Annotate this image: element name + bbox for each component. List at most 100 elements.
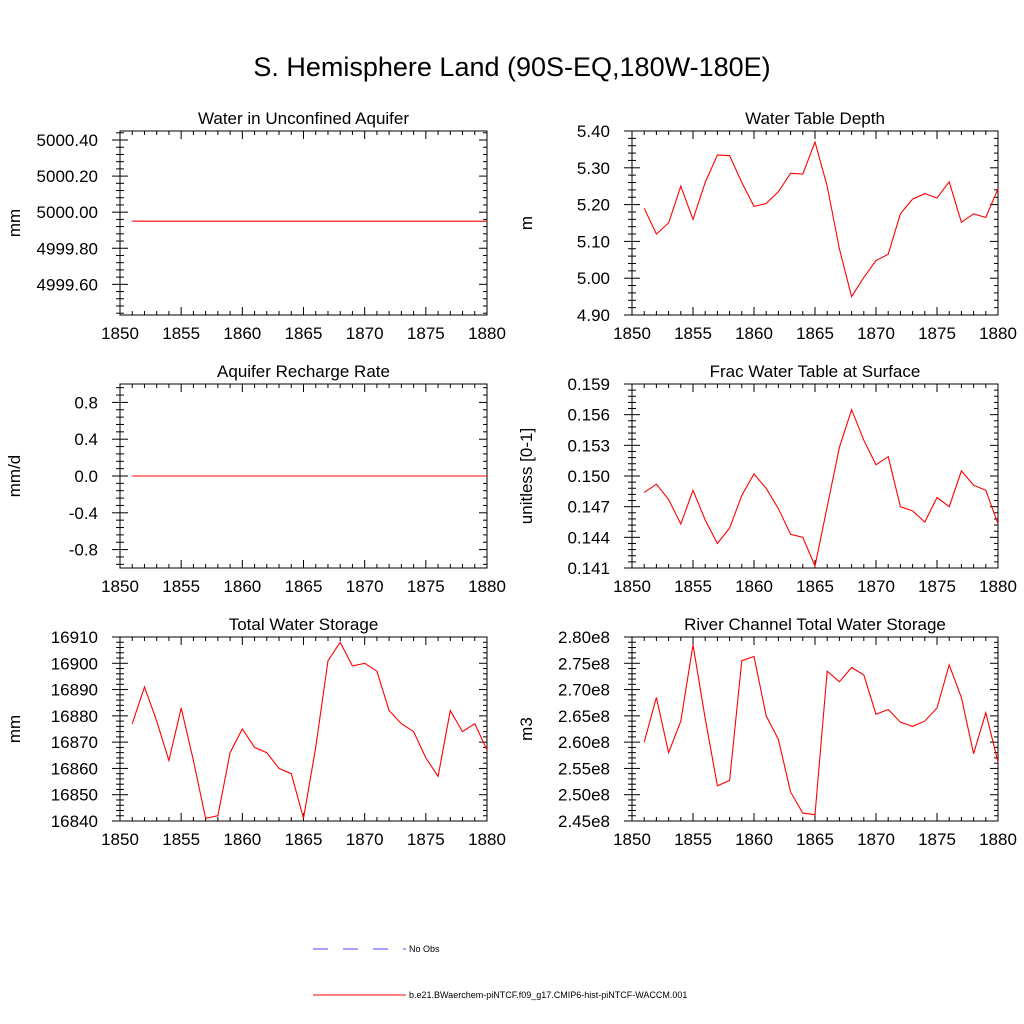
legend-label-no-obs: No Obs bbox=[409, 944, 440, 954]
chart-panel-1: Water in Unconfined Aquifer mm 1850 1855 186… bbox=[5, 109, 506, 343]
x-tick-label: 1870 bbox=[346, 577, 384, 596]
y-tick-label: 0.144 bbox=[567, 528, 610, 547]
series-line bbox=[643, 644, 999, 816]
x-tick-label: 1850 bbox=[613, 324, 651, 343]
x-tick-label: 1880 bbox=[979, 324, 1017, 343]
y-axis-label: mm/d bbox=[5, 455, 24, 498]
x-tick-label: 1865 bbox=[796, 830, 834, 849]
y-tick-label: 0.147 bbox=[567, 498, 610, 517]
x-tick-label: 1850 bbox=[101, 830, 139, 849]
y-tick-label: 0.159 bbox=[567, 375, 610, 394]
y-tick-label: 16850 bbox=[51, 786, 98, 805]
series-line bbox=[643, 407, 999, 568]
y-tick-label: 16900 bbox=[51, 654, 98, 673]
y-tick-label: 2.50e8 bbox=[558, 786, 610, 805]
y-tick-label: 2.45e8 bbox=[558, 812, 610, 831]
chart-panel-4: Frac Water Table at Surface unitless [0-1… bbox=[517, 362, 1017, 596]
y-tick-label: 4.90 bbox=[577, 306, 610, 325]
series-line bbox=[643, 140, 999, 298]
panel-title: River Channel Total Water Storage bbox=[684, 615, 946, 634]
y-tick-label: 5000.20 bbox=[37, 167, 98, 186]
panel-title: Frac Water Table at Surface bbox=[710, 362, 921, 381]
x-tick-label: 1870 bbox=[857, 324, 895, 343]
y-axis-label: m3 bbox=[517, 717, 536, 741]
x-tick-label: 1860 bbox=[735, 324, 773, 343]
x-tick-label: 1850 bbox=[101, 577, 139, 596]
y-tick-label: 2.75e8 bbox=[558, 654, 610, 673]
panel-title: Water Table Depth bbox=[745, 109, 885, 128]
y-tick-label: 5.30 bbox=[577, 159, 610, 178]
x-tick-label: 1850 bbox=[101, 324, 139, 343]
series-line bbox=[131, 641, 488, 820]
y-tick-label: 0.141 bbox=[567, 559, 610, 578]
y-tick-label: 0.8 bbox=[74, 393, 98, 412]
y-tick-label: 2.65e8 bbox=[558, 707, 610, 726]
y-axis-label: m bbox=[517, 216, 536, 230]
y-tick-label: 2.80e8 bbox=[558, 628, 610, 647]
x-tick-label: 1875 bbox=[918, 577, 956, 596]
chart-panel-5: Total Water Storage mm 1850 1855 1860 1865 187… bbox=[5, 615, 506, 849]
y-tick-label: 0.153 bbox=[567, 436, 610, 455]
y-tick-label: 0.156 bbox=[567, 406, 610, 425]
y-tick-label: 5.00 bbox=[577, 269, 610, 288]
y-tick-label: 0.0 bbox=[74, 467, 98, 486]
x-tick-label: 1875 bbox=[918, 324, 956, 343]
y-tick-label: 16880 bbox=[51, 707, 98, 726]
y-tick-label: 2.60e8 bbox=[558, 733, 610, 752]
y-tick-label: 5000.40 bbox=[37, 131, 98, 150]
y-axis-label: unitless [0-1] bbox=[517, 428, 536, 524]
legend-label-model: b.e21.BWaerchem-piNTCF.f09_g17.CMIP6-his… bbox=[409, 990, 687, 1000]
x-tick-label: 1860 bbox=[223, 324, 261, 343]
x-tick-label: 1865 bbox=[796, 324, 834, 343]
x-tick-label: 1880 bbox=[468, 577, 506, 596]
x-tick-label: 1880 bbox=[979, 830, 1017, 849]
x-tick-label: 1870 bbox=[857, 577, 895, 596]
y-tick-label: 16860 bbox=[51, 759, 98, 778]
y-tick-label: 5.40 bbox=[577, 122, 610, 141]
x-tick-label: 1870 bbox=[346, 324, 384, 343]
x-tick-label: 1865 bbox=[285, 324, 323, 343]
x-tick-label: 1855 bbox=[674, 577, 712, 596]
x-tick-label: 1860 bbox=[735, 577, 773, 596]
y-tick-label: 16890 bbox=[51, 681, 98, 700]
panel-title: Water in Unconfined Aquifer bbox=[198, 109, 409, 128]
y-tick-label: -0.4 bbox=[69, 504, 98, 523]
panel-title: Aquifer Recharge Rate bbox=[217, 362, 390, 381]
x-tick-label: 1875 bbox=[407, 830, 445, 849]
x-tick-label: 1870 bbox=[346, 830, 384, 849]
plot-frame bbox=[119, 130, 488, 316]
x-tick-label: 1850 bbox=[613, 577, 651, 596]
x-tick-label: 1855 bbox=[162, 830, 200, 849]
x-tick-label: 1875 bbox=[407, 577, 445, 596]
plot-frame bbox=[631, 636, 999, 822]
y-axis-label: mm bbox=[5, 209, 24, 237]
x-tick-label: 1875 bbox=[407, 324, 445, 343]
x-tick-label: 1880 bbox=[468, 830, 506, 849]
x-tick-label: 1880 bbox=[468, 324, 506, 343]
x-tick-label: 1875 bbox=[918, 830, 956, 849]
plot-frame bbox=[631, 130, 999, 316]
x-tick-label: 1850 bbox=[613, 830, 651, 849]
y-tick-label: 0.150 bbox=[567, 467, 610, 486]
chart-panel-2: Water Table Depth m 1850 1855 1860 1865 1870 18… bbox=[517, 109, 1017, 343]
x-tick-label: 1860 bbox=[223, 577, 261, 596]
y-tick-label: -0.8 bbox=[69, 541, 98, 560]
y-tick-label: 16870 bbox=[51, 733, 98, 752]
x-tick-label: 1880 bbox=[979, 577, 1017, 596]
y-tick-label: 5.10 bbox=[577, 232, 610, 251]
page-title: S. Hemisphere Land (90S-EQ,180W-180E) bbox=[253, 52, 771, 82]
y-tick-label: 2.55e8 bbox=[558, 759, 610, 778]
plot-frame bbox=[631, 383, 999, 569]
y-tick-label: 4999.80 bbox=[37, 239, 98, 258]
x-tick-label: 1865 bbox=[285, 830, 323, 849]
y-tick-label: 0.4 bbox=[74, 430, 98, 449]
x-tick-label: 1865 bbox=[796, 577, 834, 596]
legend: No Obs b.e21.BWaerchem-piNTCF.f09_g17.CMI… bbox=[313, 944, 687, 1000]
x-tick-label: 1855 bbox=[162, 324, 200, 343]
y-tick-label: 2.70e8 bbox=[558, 681, 610, 700]
x-tick-label: 1860 bbox=[223, 830, 261, 849]
y-tick-label: 5.20 bbox=[577, 196, 610, 215]
y-tick-label: 16910 bbox=[51, 628, 98, 647]
x-tick-label: 1855 bbox=[674, 324, 712, 343]
x-tick-label: 1870 bbox=[857, 830, 895, 849]
